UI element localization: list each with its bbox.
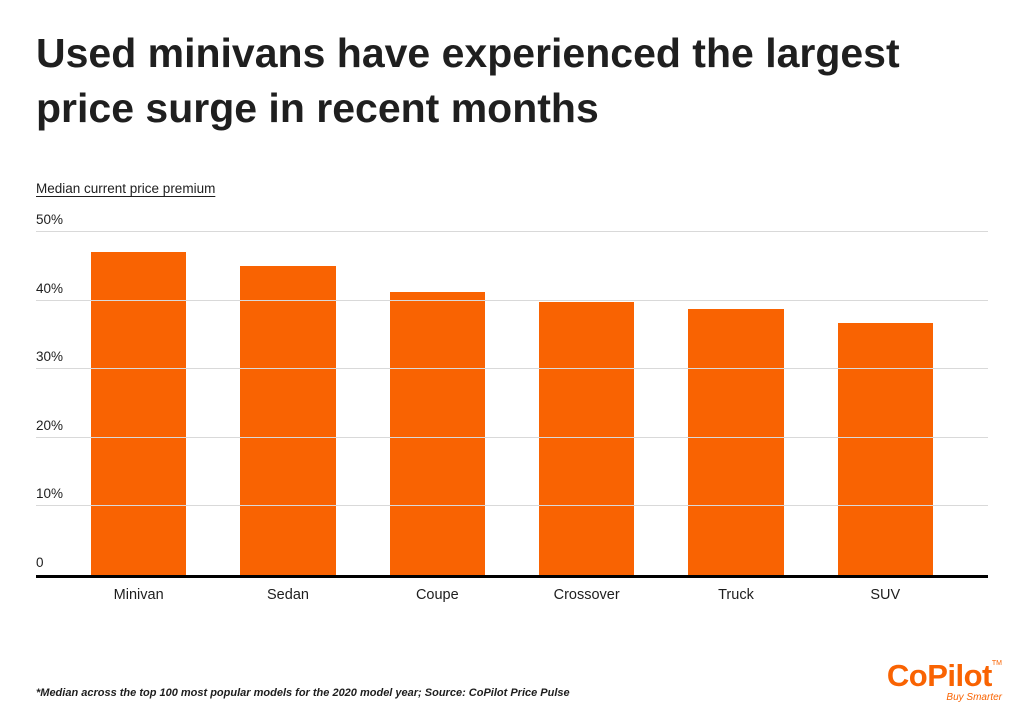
bar-chart: 50% 40% 30% 20% 10% 0 Minivan Sedan Coupe Crosso… bbox=[36, 206, 988, 603]
gridline bbox=[36, 230, 988, 232]
copilot-logo: CoPilotTM Buy Smarter bbox=[887, 660, 1002, 703]
footnote: *Median across the top 100 most popular … bbox=[36, 687, 570, 699]
bar-slot bbox=[213, 206, 362, 576]
y-tick-label: 40% bbox=[36, 280, 64, 296]
gridline bbox=[36, 436, 988, 438]
plot-area: 50% 40% 30% 20% 10% 0 bbox=[36, 206, 988, 579]
gridline bbox=[36, 505, 988, 507]
logo-tagline: Buy Smarter bbox=[946, 692, 1002, 703]
x-tick-label-coupe: Coupe bbox=[415, 587, 459, 604]
bar-coupe bbox=[389, 292, 486, 576]
logo-trademark: TM bbox=[991, 660, 1002, 667]
y-tick-label: 10% bbox=[36, 486, 64, 502]
bar-truck bbox=[688, 309, 784, 576]
bar-slot bbox=[512, 206, 661, 576]
x-tick-label-sedan: Sedan bbox=[267, 587, 309, 604]
bar-slot bbox=[363, 206, 512, 576]
gridline bbox=[36, 368, 988, 370]
y-tick-label: 50% bbox=[36, 211, 64, 227]
bar-slot bbox=[64, 206, 213, 576]
bar-slot bbox=[811, 206, 960, 576]
bar-sedan bbox=[240, 266, 336, 576]
logo-text: CoPilot bbox=[886, 658, 993, 693]
x-tick-label-truck: Truck bbox=[718, 587, 754, 604]
x-tick-label-suv: SUV bbox=[870, 587, 901, 604]
y-tick-label: 20% bbox=[36, 417, 64, 433]
y-axis-title: Median current price premium bbox=[36, 181, 216, 197]
bars-container bbox=[36, 206, 988, 576]
bar-suv bbox=[837, 323, 934, 576]
y-tick-label: 0 bbox=[36, 555, 44, 571]
page-title: Used minivans have experienced the large… bbox=[36, 30, 900, 131]
x-tick-label-crossover: Crossover bbox=[553, 587, 620, 604]
footer: *Median across the top 100 most popular … bbox=[36, 660, 1002, 703]
bar-crossover bbox=[538, 301, 635, 576]
gridline bbox=[36, 299, 988, 301]
bar-minivan bbox=[90, 252, 187, 576]
x-axis-labels: Minivan Sedan Coupe Crossover Truck SUV bbox=[36, 587, 988, 603]
bar-slot bbox=[661, 206, 810, 576]
y-tick-label: 30% bbox=[36, 349, 64, 365]
x-tick-label-minivan: Minivan bbox=[113, 587, 164, 604]
